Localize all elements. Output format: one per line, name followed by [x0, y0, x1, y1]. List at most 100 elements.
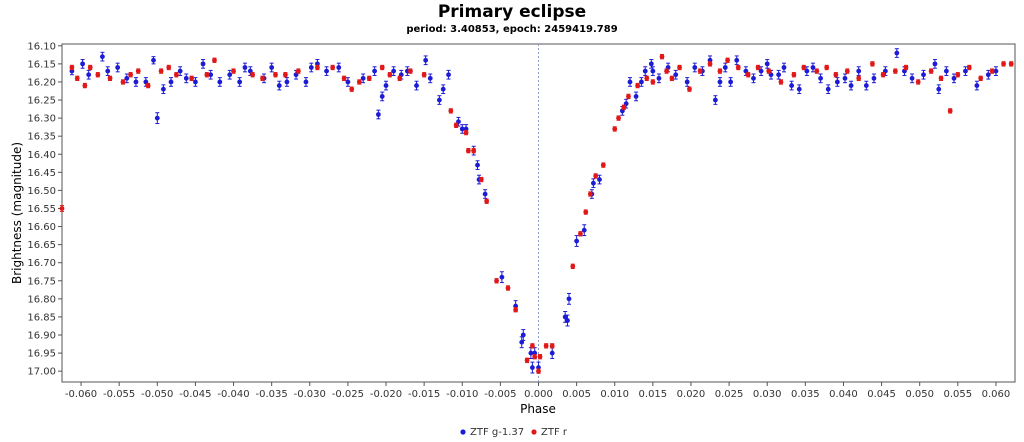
data-point-g — [383, 83, 389, 88]
data-point-g — [459, 126, 465, 132]
data-points — [59, 48, 1014, 374]
data-point-r — [69, 65, 75, 70]
data-point-g — [764, 61, 770, 67]
data-point-g — [566, 296, 572, 302]
data-point-r — [966, 65, 972, 70]
data-point-r — [989, 68, 995, 74]
data-point-g — [728, 79, 734, 85]
data-point-g — [717, 79, 723, 85]
data-point-g — [151, 57, 156, 63]
data-point-r — [158, 68, 164, 74]
data-point-r — [892, 68, 898, 74]
data-point-g — [590, 180, 596, 186]
data-point-g — [712, 97, 718, 103]
data-point-g — [776, 72, 782, 78]
x-tick-label: 0.025 — [715, 389, 744, 400]
data-point-g — [105, 68, 111, 74]
data-point-g — [565, 318, 570, 323]
data-point-r — [755, 65, 761, 70]
data-point-r — [95, 72, 101, 78]
data-point-g — [974, 83, 980, 88]
data-point-g — [633, 94, 639, 99]
data-point-r — [282, 72, 288, 78]
data-point-r — [341, 75, 347, 81]
data-point-r — [356, 79, 362, 85]
y-axis: 16.10 16.15 16.20 16.25 16.30 16.35 16.40 16.45… — [27, 41, 62, 378]
data-point-g — [375, 112, 381, 117]
data-point-g — [943, 68, 949, 74]
x-tick-label: 0.030 — [753, 389, 782, 400]
y-tick-label: 16.50 — [27, 186, 56, 197]
x-tick-label: -0.055 — [103, 389, 135, 400]
data-point-g — [863, 83, 869, 88]
data-point-g — [639, 79, 644, 85]
data-point-r — [947, 108, 953, 114]
data-point-g — [124, 75, 130, 81]
data-point-g — [208, 72, 214, 78]
data-point-g — [951, 75, 957, 81]
x-tick-label: -0.015 — [408, 389, 440, 400]
data-point-g — [985, 72, 991, 78]
data-point-g — [391, 68, 397, 74]
data-point-g — [936, 86, 942, 92]
data-point-g — [482, 191, 488, 197]
y-tick-label: 16.80 — [27, 294, 56, 305]
y-tick-label: 16.85 — [27, 312, 56, 323]
data-point-g — [336, 65, 342, 70]
data-point-g — [168, 79, 174, 85]
data-point-r — [717, 68, 723, 74]
data-point-r — [659, 54, 665, 60]
data-point-r — [635, 83, 641, 88]
x-tick-label: 0.035 — [791, 389, 820, 400]
x-tick-label: -0.020 — [370, 389, 402, 400]
data-point-r — [505, 285, 511, 291]
x-tick-label: 0.015 — [639, 389, 668, 400]
data-point-r — [955, 72, 961, 78]
data-point-r — [621, 104, 627, 110]
data-point-g — [909, 75, 915, 81]
y-tick-label: 16.30 — [27, 114, 56, 125]
data-point-g — [574, 238, 580, 244]
y-tick-label: 16.65 — [27, 240, 56, 251]
y-tick-label: 16.10 — [27, 41, 56, 52]
data-point-r — [583, 209, 589, 215]
legend-marker-r — [531, 429, 537, 435]
data-point-g — [217, 79, 223, 85]
data-point-g — [183, 75, 189, 81]
data-point-r — [250, 72, 256, 78]
data-point-r — [471, 148, 477, 154]
data-point-g — [475, 162, 480, 168]
data-point-r — [978, 75, 984, 81]
x-tick-label: 0.060 — [982, 389, 1011, 400]
data-point-r — [532, 354, 538, 360]
data-point-r — [587, 191, 593, 197]
data-point-g — [597, 177, 602, 182]
data-point-g — [423, 57, 429, 63]
data-point-g — [115, 65, 121, 70]
data-point-g — [303, 79, 309, 85]
data-point-r — [687, 86, 692, 92]
data-point-g — [276, 83, 282, 88]
data-point-g — [528, 350, 534, 356]
data-point-g — [751, 75, 756, 81]
data-point-g — [842, 75, 848, 81]
data-point-g — [360, 75, 366, 81]
data-point-r — [801, 65, 807, 70]
data-point-g — [324, 68, 329, 74]
data-point-g — [656, 75, 662, 81]
data-point-g — [684, 79, 690, 85]
data-point-r — [120, 79, 126, 85]
x-tick-label: -0.045 — [179, 389, 211, 400]
y-tick-label: 16.70 — [27, 258, 56, 269]
data-point-g — [650, 68, 656, 74]
legend-label-g: ZTF g-1.37 — [470, 427, 524, 438]
data-point-r — [295, 68, 301, 74]
data-point-g — [673, 72, 679, 78]
data-point-r — [173, 72, 179, 78]
x-axis: -0.060 -0.055 -0.050 -0.045 -0.040 -0.035 -0.0… — [65, 382, 1010, 400]
y-tick-label: 17.00 — [27, 367, 56, 378]
data-point-r — [166, 65, 172, 70]
data-point-r — [549, 343, 555, 349]
data-point-g — [200, 61, 206, 67]
legend-marker-g — [460, 429, 466, 435]
